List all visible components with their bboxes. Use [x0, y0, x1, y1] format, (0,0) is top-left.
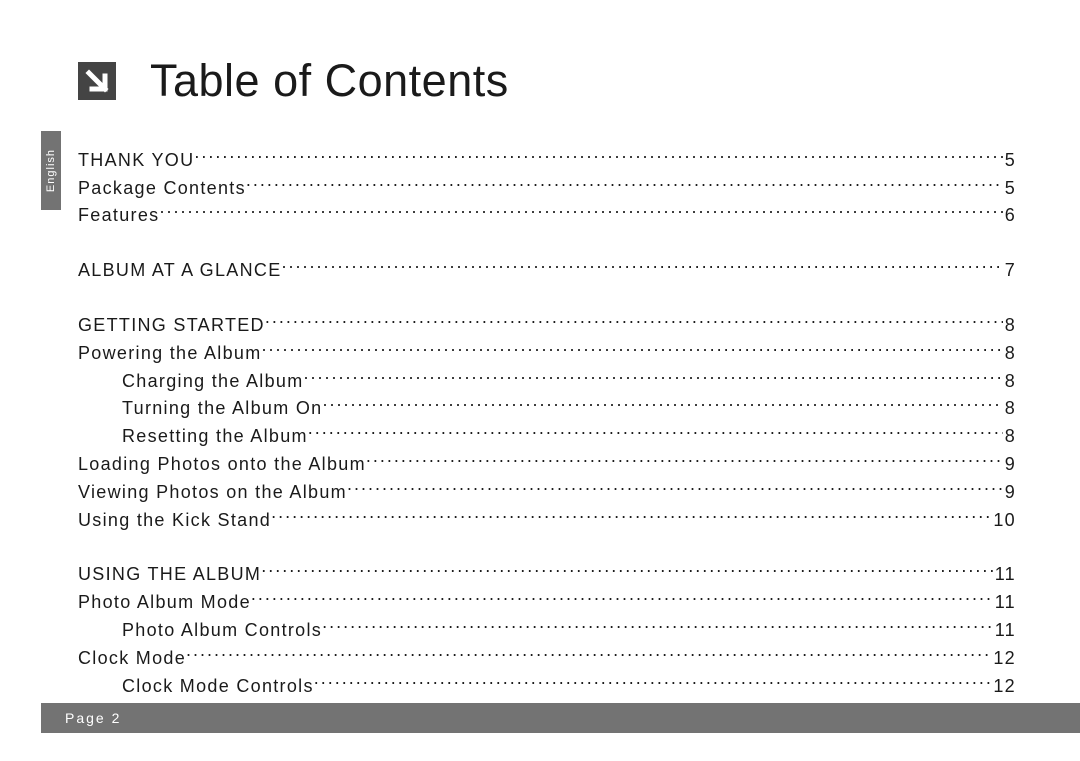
- toc-entry-page: 10: [991, 507, 1016, 534]
- toc-entry[interactable]: Loading Photos onto the Album 9: [78, 450, 1016, 478]
- toc-entry[interactable]: GETTING STARTED 8: [78, 311, 1016, 339]
- toc-entry-label: Package Contents: [78, 175, 246, 202]
- toc-leader-dots: [251, 588, 993, 608]
- toc-entry[interactable]: Package Contents 5: [78, 174, 1016, 202]
- toc-entry[interactable]: Powering the Album 8: [78, 339, 1016, 367]
- toc-entry-label: Resetting the Album: [122, 423, 308, 450]
- toc-leader-dots: [322, 395, 1002, 415]
- toc-entry-label: GETTING STARTED: [78, 312, 265, 339]
- toc-leader-dots: [261, 561, 992, 581]
- toc-entry-label: ALBUM AT A GLANCE: [78, 257, 282, 284]
- page-footer: Page 2: [41, 703, 1080, 733]
- toc-entry[interactable]: Clock Mode Controls 12: [78, 672, 1016, 700]
- toc-leader-dots: [304, 367, 1003, 387]
- toc-leader-dots: [282, 256, 1003, 276]
- toc-entry-label: Clock Mode Controls: [122, 673, 314, 700]
- toc-entry-label: Photo Album Controls: [122, 617, 322, 644]
- toc-gap: [78, 534, 1016, 561]
- toc-entry-label: Features: [78, 202, 159, 229]
- toc-entry[interactable]: Photo Album Mode 11: [78, 588, 1016, 616]
- toc-entry-label: Powering the Album: [78, 340, 262, 367]
- toc-gap: [78, 229, 1016, 256]
- toc-leader-dots: [262, 339, 1003, 359]
- toc-entry-page: 8: [1003, 368, 1016, 395]
- toc-entry-page: 5: [1003, 175, 1016, 202]
- toc-entry[interactable]: Using the Kick Stand 10: [78, 506, 1016, 534]
- toc-leader-dots: [308, 422, 1003, 442]
- toc-leader-dots: [366, 450, 1003, 470]
- page-number: Page 2: [65, 710, 121, 726]
- toc-entry-page: 8: [1003, 312, 1016, 339]
- toc-entry-page: 12: [991, 673, 1016, 700]
- toc-leader-dots: [314, 672, 992, 692]
- toc-entry-page: 8: [1003, 395, 1016, 422]
- toc-entry[interactable]: Clock Mode 12: [78, 644, 1016, 672]
- toc-entry-page: 8: [1003, 423, 1016, 450]
- language-tab: English: [41, 131, 61, 210]
- arrow-down-right-icon: [78, 62, 116, 100]
- toc-entry-page: 6: [1003, 202, 1016, 229]
- toc-entry-label: Charging the Album: [122, 368, 304, 395]
- toc-entry[interactable]: USING THE ALBUM 11: [78, 561, 1016, 589]
- toc-entry-page: 9: [1003, 451, 1016, 478]
- toc-entry-label: Using the Kick Stand: [78, 507, 271, 534]
- toc-entry-label: Viewing Photos on the Album: [78, 479, 347, 506]
- toc-leader-dots: [347, 478, 1003, 498]
- toc-entry[interactable]: ALBUM AT A GLANCE 7: [78, 256, 1016, 284]
- toc-entry-label: Photo Album Mode: [78, 589, 251, 616]
- toc-entry-page: 11: [993, 589, 1016, 616]
- toc-leader-dots: [246, 174, 1003, 194]
- toc-entry-page: 11: [993, 561, 1016, 588]
- toc-entry-label: USING THE ALBUM: [78, 561, 261, 588]
- page-title: Table of Contents: [150, 55, 509, 107]
- toc-entry-page: 8: [1003, 340, 1016, 367]
- toc-entry[interactable]: Resetting the Album 8: [78, 422, 1016, 450]
- toc-entry-label: Loading Photos onto the Album: [78, 451, 366, 478]
- toc-entry-page: 12: [991, 645, 1016, 672]
- toc-entry[interactable]: Features 6: [78, 202, 1016, 230]
- toc-entry-page: 7: [1003, 257, 1016, 284]
- table-of-contents: THANK YOU 5 Package Contents 5 Features 6 ALBU…: [78, 146, 1016, 700]
- toc-entry-label: THANK YOU: [78, 147, 194, 174]
- toc-leader-dots: [271, 506, 991, 526]
- toc-leader-dots: [159, 202, 1002, 222]
- toc-entry[interactable]: Turning the Album On 8: [78, 395, 1016, 423]
- toc-entry-page: 11: [993, 617, 1016, 644]
- toc-entry-label: Clock Mode: [78, 645, 186, 672]
- language-tab-label: English: [45, 149, 57, 192]
- toc-gap: [78, 284, 1016, 311]
- toc-entry[interactable]: Charging the Album 8: [78, 367, 1016, 395]
- toc-entry[interactable]: Viewing Photos on the Album 9: [78, 478, 1016, 506]
- toc-leader-dots: [265, 311, 1003, 331]
- toc-entry[interactable]: Photo Album Controls 11: [78, 616, 1016, 644]
- toc-leader-dots: [186, 644, 991, 664]
- page-title-row: Table of Contents: [78, 55, 509, 107]
- toc-entry-label: Turning the Album On: [122, 395, 322, 422]
- toc-leader-dots: [322, 616, 993, 636]
- toc-leader-dots: [194, 146, 1002, 166]
- toc-entry-page: 9: [1003, 479, 1016, 506]
- toc-entry-page: 5: [1003, 147, 1016, 174]
- toc-entry[interactable]: THANK YOU 5: [78, 146, 1016, 174]
